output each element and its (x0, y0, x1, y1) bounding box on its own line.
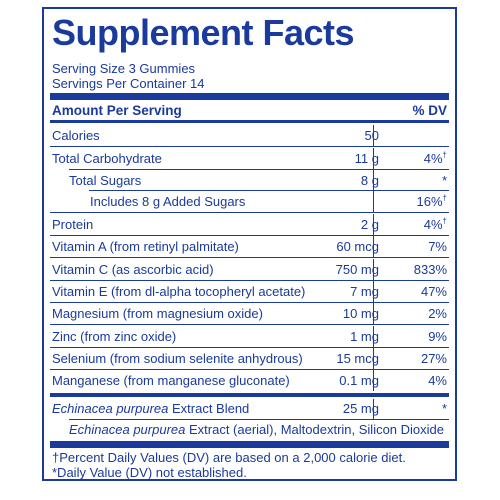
thick-divider-bottom (50, 441, 449, 448)
nutrient-dv: 4%† (423, 216, 447, 232)
nutrient-row: Total Sugars 8 g * (50, 170, 449, 190)
blend-amount: 25 mg (342, 401, 379, 416)
nutrient-label: Includes 8 g Added Sugars (90, 194, 246, 209)
dagger-mark: † (442, 150, 447, 160)
column-divider (373, 170, 374, 190)
nutrient-dv: 27% (420, 351, 447, 366)
nutrient-amount: 11 g (354, 151, 379, 166)
nutrient-dv: 47% (420, 284, 447, 299)
nutrient-row: Includes 8 g Added Sugars 16%† (50, 191, 449, 212)
column-divider (373, 125, 374, 146)
nutrient-dv: 9% (428, 329, 447, 344)
nutrient-label: Magnesium (from magnesium oxide) (52, 306, 263, 321)
nutrient-dv: 16%† (416, 193, 447, 209)
nutrient-dv: 833% (413, 262, 447, 277)
row-divider (89, 190, 449, 191)
nutrient-label: Vitamin A (from retinyl palmitate) (52, 239, 239, 254)
blend-dv: * (441, 401, 447, 416)
row-divider (50, 369, 449, 370)
servings-per-container: Servings Per Container 14 (52, 76, 205, 91)
column-divider (373, 370, 374, 391)
dv-header: % DV (412, 103, 447, 118)
nutrient-amount: 60 mcg (336, 239, 379, 254)
column-divider (373, 348, 374, 369)
nutrient-label: Zinc (from zinc oxide) (52, 329, 177, 344)
nutrient-dv: 2% (428, 306, 447, 321)
nutrient-label: Selenium (from sodium selenite anhydrous… (52, 351, 303, 366)
nutrient-row: Magnesium (from magnesium oxide) 10 mg 2% (50, 303, 449, 324)
row-divider (50, 347, 449, 348)
nutrient-label: Vitamin C (as ascorbic acid) (52, 262, 214, 277)
thick-divider-top (50, 93, 449, 100)
dagger-mark: † (442, 216, 447, 226)
nutrient-label: Manganese (from manganese gluconate) (52, 373, 290, 388)
nutrient-amount: 15 mcg (336, 351, 379, 366)
nutrient-row: Selenium (from sodium selenite anhydrous… (50, 348, 449, 369)
nutrient-label: Total Carbohydrate (52, 151, 162, 166)
column-divider (373, 214, 374, 235)
amount-per-serving-header: Amount Per Serving (52, 103, 182, 118)
row-divider (50, 324, 449, 325)
nutrient-amount: 50 (364, 128, 379, 143)
nutrient-amount: 750 mg (335, 262, 379, 277)
column-divider (373, 303, 374, 324)
nutrient-amount: 0.1 mg (339, 373, 379, 388)
column-divider (373, 399, 374, 419)
nutrient-dv: 7% (428, 239, 447, 254)
blend-row: Echinacea purpurea Extract Blend 25 mg * (50, 399, 449, 419)
nutrient-row: Protein 2 g 4%† (50, 214, 449, 235)
nutrient-label: Total Sugars (69, 173, 142, 188)
serving-size: Serving Size 3 Gummies (52, 61, 196, 76)
nutrient-amount: 10 mg (342, 306, 379, 321)
footnote-percent-dv: †Percent Daily Values (DV) are based on … (52, 450, 406, 465)
nutrient-label: Protein (52, 217, 94, 232)
nutrient-row: Vitamin E (from dl-alpha tocopheryl acet… (50, 281, 449, 302)
row-divider (50, 212, 449, 213)
nutrient-amount: 2 g (360, 217, 379, 232)
nutrient-row: Calories 50 (50, 125, 449, 146)
nutrient-row: Total Carbohydrate 11 g 4%† (50, 148, 449, 169)
nutrient-dv: 4% (428, 373, 447, 388)
row-divider (50, 302, 449, 303)
blend-ingredients-row: Echinacea purpurea Extract (aerial), Mal… (50, 421, 449, 439)
footnote-dv-not-established: *Daily Value (DV) not established. (52, 465, 247, 480)
blend-ingredients: Echinacea purpurea Extract (aerial), Mal… (69, 422, 445, 437)
dagger-mark: † (442, 193, 447, 203)
nutrient-label: Vitamin E (from dl-alpha tocopheryl acet… (52, 284, 306, 299)
nutrient-amount: 8 g (360, 173, 379, 188)
nutrient-amount: 1 mg (350, 329, 379, 344)
column-divider (373, 148, 374, 169)
nutrient-dv: 4%† (423, 150, 447, 166)
nutrient-label: Calories (52, 128, 100, 143)
nutrient-amount: 7 mg (350, 284, 379, 299)
column-divider (373, 236, 374, 257)
nutrient-row: Manganese (from manganese gluconate) 0.1 … (50, 370, 449, 391)
column-divider (373, 326, 374, 347)
panel-title: Supplement Facts (52, 12, 355, 53)
row-divider (50, 235, 449, 236)
blend-sub-divider (69, 419, 449, 420)
medium-divider (50, 120, 449, 123)
column-divider (373, 281, 374, 302)
row-divider (50, 257, 449, 258)
nutrient-row: Zinc (from zinc oxide) 1 mg 9% (50, 326, 449, 347)
row-divider (50, 146, 449, 147)
row-divider (50, 280, 449, 281)
blend-divider (50, 393, 449, 397)
nutrient-row: Vitamin C (as ascorbic acid) 750 mg 833% (50, 259, 449, 280)
nutrient-row: Vitamin A (from retinyl palmitate) 60 mcg… (50, 236, 449, 257)
supplement-facts-panel: Supplement Facts Serving Size 3 Gummies … (42, 7, 457, 481)
column-divider (373, 259, 374, 280)
blend-label: Echinacea purpurea Extract Blend (52, 401, 250, 416)
column-divider (373, 191, 374, 212)
row-divider (69, 169, 449, 170)
nutrient-dv: * (441, 173, 447, 188)
